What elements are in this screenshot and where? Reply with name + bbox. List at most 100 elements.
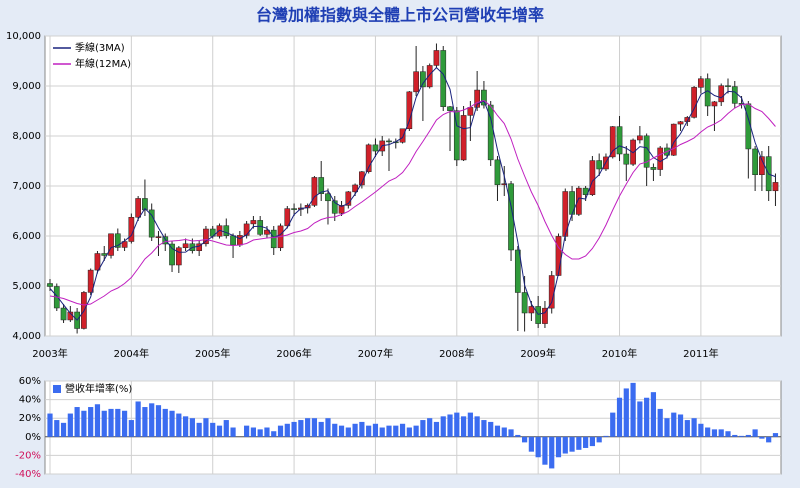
candle-body: [399, 128, 406, 143]
candle-body: [182, 243, 189, 248]
bar: [657, 408, 663, 437]
bar: [671, 412, 677, 437]
candle-body: [575, 187, 582, 215]
candle-body: [142, 198, 148, 211]
x-tick-label: 2006年: [276, 347, 311, 360]
y-tick-label: 60%: [19, 376, 41, 387]
bar: [366, 425, 372, 437]
bar: [691, 418, 697, 437]
plot-area: [44, 380, 782, 475]
candle-body: [752, 148, 758, 175]
bar: [345, 427, 351, 437]
bar: [393, 425, 399, 437]
bar: [60, 422, 67, 437]
x-tick-label: 2005年: [195, 347, 230, 360]
bar: [745, 434, 751, 437]
bar: [54, 420, 60, 437]
bar: [223, 420, 229, 437]
bar: [454, 412, 460, 437]
candle-body: [481, 89, 487, 106]
bar: [94, 404, 101, 437]
candle-body: [257, 220, 264, 235]
candle-body: [108, 233, 114, 256]
bar: [230, 427, 236, 437]
candle-body: [589, 160, 596, 195]
candle-body: [162, 236, 169, 245]
bar: [244, 425, 250, 437]
bar: [121, 410, 128, 437]
candle-body: [175, 247, 182, 266]
bar: [623, 388, 629, 437]
bar: [271, 431, 277, 437]
bar: [766, 436, 772, 443]
candle-body: [284, 208, 291, 227]
candle-body: [725, 85, 731, 87]
candle-body: [94, 253, 101, 271]
bar: [732, 434, 738, 437]
candle-body: [521, 292, 528, 314]
bar: [169, 410, 175, 437]
bar: [338, 425, 345, 437]
candle-body: [406, 91, 413, 129]
legend-swatch: [53, 385, 61, 393]
candle-body: [155, 236, 162, 238]
bar: [664, 418, 670, 437]
bar: [135, 401, 141, 437]
candle-body: [386, 140, 392, 143]
bar: [481, 420, 487, 437]
bar: [549, 436, 555, 469]
y-tick-label: 4,000: [12, 331, 41, 342]
candle-body: [772, 182, 779, 192]
candle-body: [731, 86, 738, 104]
bar: [508, 429, 514, 437]
bar: [203, 418, 209, 437]
candle-body: [474, 89, 480, 108]
candle-body: [698, 78, 704, 88]
candle-body: [60, 307, 67, 321]
bar: [677, 414, 684, 437]
bar: [474, 416, 480, 437]
bar: [433, 421, 440, 437]
bar: [399, 423, 406, 437]
bar: [149, 403, 155, 437]
candle-body: [250, 220, 257, 225]
legend-label: 季線(3MA): [75, 41, 125, 54]
y-tick-label: 8,000: [12, 131, 41, 142]
y-tick-label: 0%: [25, 432, 41, 443]
x-tick-label: 2009年: [520, 347, 555, 360]
candle-body: [637, 135, 643, 141]
candle-body: [223, 225, 230, 236]
x-tick-label: 2010年: [602, 347, 637, 360]
y-tick-label: 9,000: [12, 81, 41, 92]
bar: [440, 416, 446, 437]
candle-body: [460, 115, 467, 161]
candle-body: [359, 171, 365, 186]
candle-body: [169, 243, 175, 266]
candle-body: [711, 101, 718, 107]
candle-body: [243, 223, 250, 236]
candle-body: [291, 208, 297, 210]
bar: [332, 423, 338, 437]
bar: [162, 408, 168, 437]
bar: [216, 425, 223, 437]
candle-body: [230, 235, 236, 246]
candle-body: [616, 126, 623, 155]
candle-body: [657, 147, 664, 170]
candle-body: [426, 65, 433, 88]
bar: [705, 427, 711, 437]
candle-body: [331, 200, 338, 214]
bar: [698, 423, 704, 437]
bar: [555, 436, 562, 458]
bar: [610, 412, 616, 437]
bar: [406, 427, 412, 437]
ma-line: [49, 99, 776, 306]
bar: [352, 423, 358, 437]
bar: [284, 423, 290, 437]
candle-body: [101, 253, 108, 256]
y-tick-label: 5,000: [12, 281, 41, 292]
candle-body: [311, 177, 318, 206]
candle-body: [236, 235, 243, 246]
bar: [576, 436, 582, 450]
candle-body: [623, 153, 630, 165]
